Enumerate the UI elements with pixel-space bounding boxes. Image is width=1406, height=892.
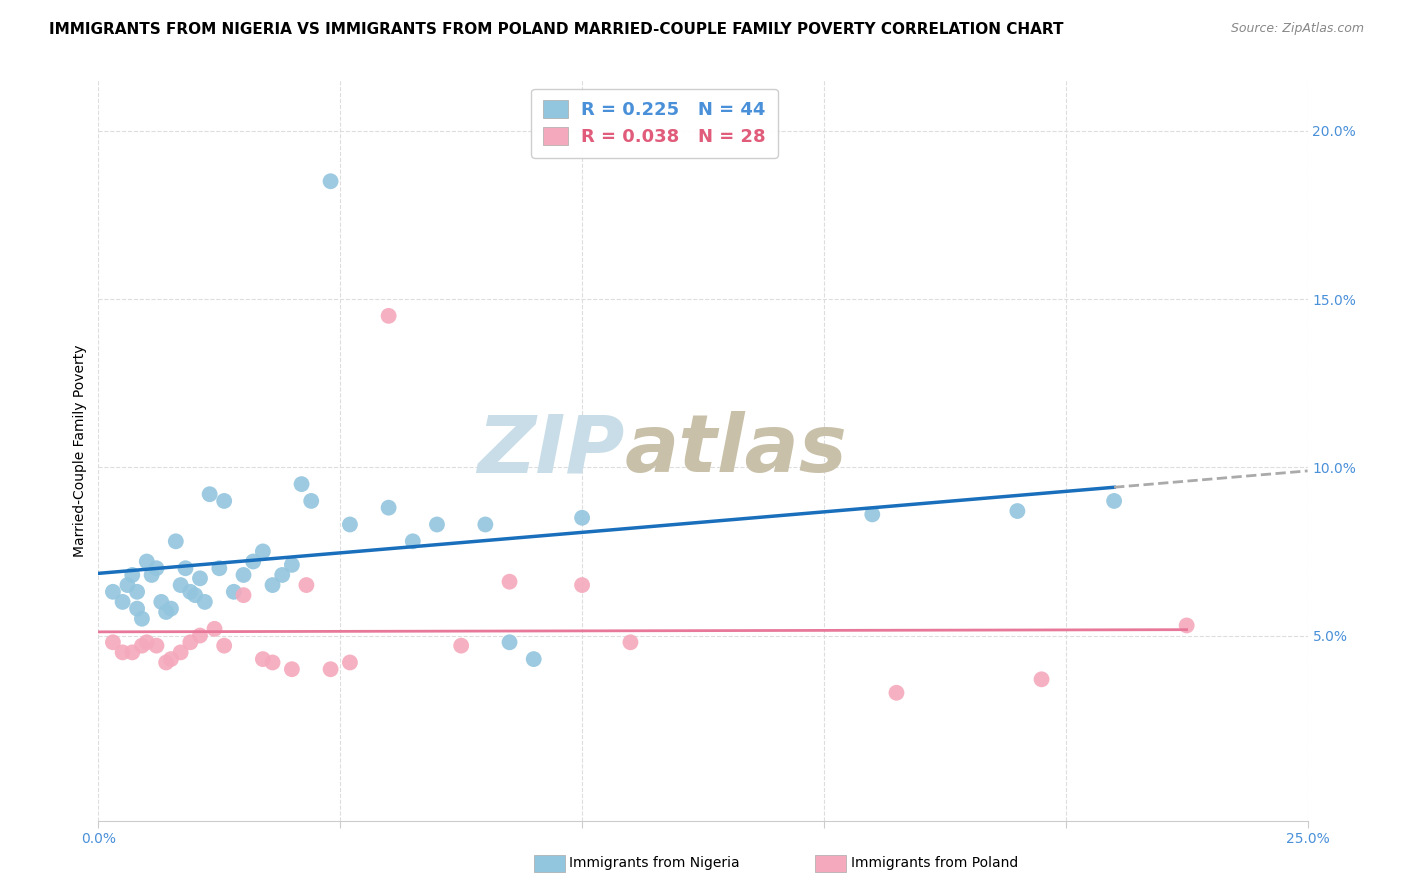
Point bbox=[426, 517, 449, 532]
Point bbox=[262, 578, 284, 592]
Point bbox=[1031, 673, 1053, 687]
Point bbox=[188, 628, 211, 642]
Point bbox=[619, 635, 641, 649]
Point bbox=[1007, 504, 1029, 518]
Point bbox=[498, 574, 520, 589]
Point bbox=[179, 635, 201, 649]
Legend: R = 0.225   N = 44, R = 0.038   N = 28: R = 0.225 N = 44, R = 0.038 N = 28 bbox=[531, 88, 778, 158]
Point bbox=[127, 601, 149, 615]
Point bbox=[271, 568, 294, 582]
Point bbox=[194, 595, 217, 609]
Point bbox=[155, 605, 177, 619]
Point bbox=[450, 639, 472, 653]
Point bbox=[860, 508, 883, 522]
Point bbox=[101, 584, 124, 599]
Point bbox=[262, 656, 284, 670]
Text: IMMIGRANTS FROM NIGERIA VS IMMIGRANTS FROM POLAND MARRIED-COUPLE FAMILY POVERTY : IMMIGRANTS FROM NIGERIA VS IMMIGRANTS FR… bbox=[49, 22, 1064, 37]
Point bbox=[111, 595, 134, 609]
Point bbox=[232, 568, 254, 582]
Point bbox=[498, 635, 520, 649]
Point bbox=[212, 639, 235, 653]
Point bbox=[339, 517, 361, 532]
Point bbox=[131, 612, 153, 626]
Point bbox=[242, 554, 264, 569]
Point bbox=[299, 494, 322, 508]
Point bbox=[150, 595, 173, 609]
Point bbox=[295, 578, 318, 592]
Point bbox=[135, 554, 157, 569]
Point bbox=[131, 639, 153, 653]
Point bbox=[208, 561, 231, 575]
Point bbox=[281, 662, 304, 676]
Point bbox=[111, 645, 134, 659]
Point bbox=[281, 558, 304, 572]
Point bbox=[198, 487, 221, 501]
Point bbox=[179, 584, 201, 599]
Point bbox=[155, 656, 177, 670]
Point bbox=[319, 174, 342, 188]
Point bbox=[101, 635, 124, 649]
Point bbox=[127, 584, 149, 599]
Point bbox=[232, 588, 254, 602]
Point bbox=[523, 652, 546, 666]
Text: ZIP: ZIP bbox=[477, 411, 624, 490]
Point bbox=[377, 500, 399, 515]
Point bbox=[252, 544, 274, 558]
Point bbox=[886, 686, 908, 700]
Text: Immigrants from Nigeria: Immigrants from Nigeria bbox=[569, 856, 740, 871]
Point bbox=[319, 662, 342, 676]
Point bbox=[474, 517, 496, 532]
Point bbox=[160, 652, 183, 666]
Point bbox=[121, 645, 143, 659]
Point bbox=[145, 561, 167, 575]
Point bbox=[402, 534, 425, 549]
Point bbox=[571, 510, 593, 524]
Point bbox=[188, 571, 211, 585]
Point bbox=[117, 578, 139, 592]
Point bbox=[160, 601, 183, 615]
Point bbox=[141, 568, 163, 582]
Point bbox=[169, 645, 191, 659]
Point bbox=[1175, 618, 1198, 632]
Point bbox=[165, 534, 187, 549]
Point bbox=[204, 622, 226, 636]
Text: atlas: atlas bbox=[624, 411, 848, 490]
Point bbox=[571, 578, 593, 592]
Point bbox=[169, 578, 191, 592]
Point bbox=[145, 639, 167, 653]
Point bbox=[290, 477, 312, 491]
Point bbox=[1102, 494, 1125, 508]
Point bbox=[222, 584, 245, 599]
Text: Source: ZipAtlas.com: Source: ZipAtlas.com bbox=[1230, 22, 1364, 36]
Point bbox=[184, 588, 207, 602]
Text: Immigrants from Poland: Immigrants from Poland bbox=[851, 856, 1018, 871]
Y-axis label: Married-Couple Family Poverty: Married-Couple Family Poverty bbox=[73, 344, 87, 557]
Point bbox=[135, 635, 157, 649]
Point bbox=[339, 656, 361, 670]
Point bbox=[252, 652, 274, 666]
Point bbox=[121, 568, 143, 582]
Point bbox=[377, 309, 399, 323]
Point bbox=[212, 494, 235, 508]
Point bbox=[174, 561, 197, 575]
